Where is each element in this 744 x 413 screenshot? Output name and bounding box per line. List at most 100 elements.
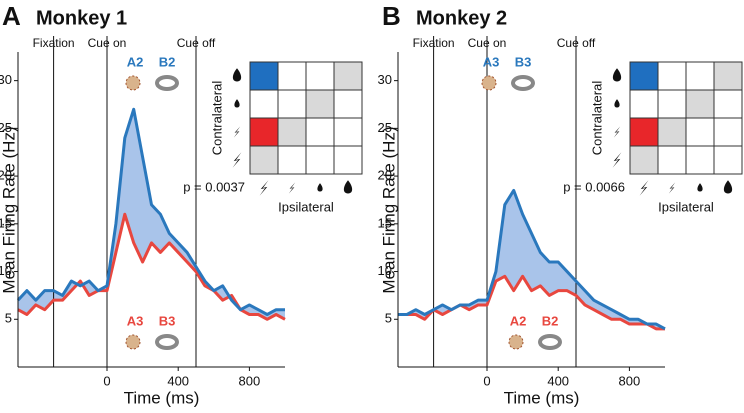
bolt-icon (639, 180, 649, 196)
matrix-cell (685, 117, 715, 147)
matrix-cell (713, 117, 743, 147)
matrix-cell (277, 89, 307, 119)
y-axis-label: Mean Firing Rate (Hz) (0, 126, 18, 293)
stimulus-label: B3 (159, 313, 176, 328)
event-label: Cue on (468, 36, 507, 50)
matrix-cell (333, 89, 363, 119)
x-tick-label: 0 (483, 373, 490, 388)
matrix-cell (629, 61, 659, 91)
x-tick-label: 0 (103, 373, 110, 388)
stimulus-icon (538, 334, 562, 350)
y-tick-label: 30 (0, 72, 12, 87)
stimulus-icon (155, 334, 179, 350)
matrix-cell (333, 145, 363, 175)
drop-icon (317, 183, 323, 192)
matrix-cell (657, 89, 687, 119)
y-tick-label: 15 (378, 215, 392, 230)
event-label: Fixation (413, 36, 455, 50)
event-label: Fixation (33, 36, 75, 50)
matrix-x-label: Ipsilateral (658, 199, 714, 214)
p-value: p = 0.0037 (183, 179, 245, 194)
stimulus-label: A3 (483, 54, 500, 69)
y-tick-label: 5 (5, 311, 12, 326)
matrix-cell (685, 145, 715, 175)
x-axis-label: Time (ms) (504, 388, 580, 407)
x-tick-label: 400 (547, 373, 569, 388)
event-label: Cue on (88, 36, 127, 50)
p-value: p = 0.0066 (563, 179, 625, 194)
matrix-cell (277, 145, 307, 175)
drop-icon (614, 99, 620, 108)
matrix-cell (305, 145, 335, 175)
bolt-icon (233, 126, 241, 138)
difference-area (18, 109, 285, 320)
y-tick-label: 20 (0, 168, 12, 183)
stimulus-label: B3 (515, 54, 532, 69)
matrix-cell (277, 61, 307, 91)
y-tick-label: 30 (378, 72, 392, 87)
y-axis-label: Mean Firing Rate (Hz) (379, 126, 398, 293)
matrix-cell (629, 89, 659, 119)
matrix-cell (305, 61, 335, 91)
event-label: Cue off (557, 36, 596, 50)
x-tick-label: 400 (167, 373, 189, 388)
matrix-cell (277, 117, 307, 147)
y-tick-label: 5 (385, 311, 392, 326)
chart-title: Monkey 1 (36, 7, 127, 29)
stimulus-label: A2 (510, 313, 527, 328)
y-tick-label: 20 (378, 168, 392, 183)
stimulus-icon (508, 334, 524, 350)
y-tick-label: 10 (0, 263, 12, 278)
matrix-cell (333, 117, 363, 147)
matrix-cell (333, 61, 363, 91)
stimulus-icon (511, 75, 535, 91)
matrix-cell (249, 89, 279, 119)
matrix-cell (657, 117, 687, 147)
bolt-icon (668, 182, 676, 194)
matrix-cell (629, 145, 659, 175)
matrix-cell (305, 89, 335, 119)
matrix-cell (249, 145, 279, 175)
bolt-icon (288, 182, 296, 194)
matrix-y-label: Contralateral (589, 81, 604, 156)
matrix-cell (629, 117, 659, 147)
stimulus-icon (155, 75, 179, 91)
drop-icon (343, 180, 353, 194)
drop-icon (234, 99, 240, 108)
panel-letter: B (382, 1, 401, 31)
matrix-cell (657, 61, 687, 91)
matrix-cell (249, 61, 279, 91)
drop-icon (697, 183, 703, 192)
y-tick-label: 25 (0, 120, 12, 135)
x-tick-label: 800 (239, 373, 261, 388)
bolt-icon (232, 152, 242, 168)
drop-icon (723, 180, 733, 194)
stimulus-label: A2 (127, 54, 144, 69)
matrix-cell (685, 89, 715, 119)
y-tick-label: 10 (378, 263, 392, 278)
data-line (398, 188, 666, 331)
matrix-cell (713, 145, 743, 175)
matrix-y-label: Contralateral (209, 81, 224, 156)
matrix-cell (713, 89, 743, 119)
drop-icon (612, 68, 622, 82)
matrix-cell (305, 117, 335, 147)
data-line (16, 107, 285, 316)
y-tick-label: 25 (378, 120, 392, 135)
x-tick-label: 800 (619, 373, 641, 388)
data-line (398, 274, 665, 331)
panel-letter: A (2, 1, 21, 31)
x-axis-label: Time (ms) (124, 388, 200, 407)
chart-title: Monkey 2 (416, 7, 507, 29)
bolt-icon (613, 126, 621, 138)
stimulus-icon (125, 334, 141, 350)
matrix-cell (657, 145, 687, 175)
matrix-cell (685, 61, 715, 91)
matrix-x-label: Ipsilateral (278, 199, 334, 214)
stimulus-icon (125, 75, 141, 91)
bolt-icon (612, 152, 622, 168)
event-label: Cue off (177, 36, 216, 50)
matrix-cell (249, 117, 279, 147)
stimulus-label: B2 (542, 313, 559, 328)
bolt-icon (259, 180, 269, 196)
